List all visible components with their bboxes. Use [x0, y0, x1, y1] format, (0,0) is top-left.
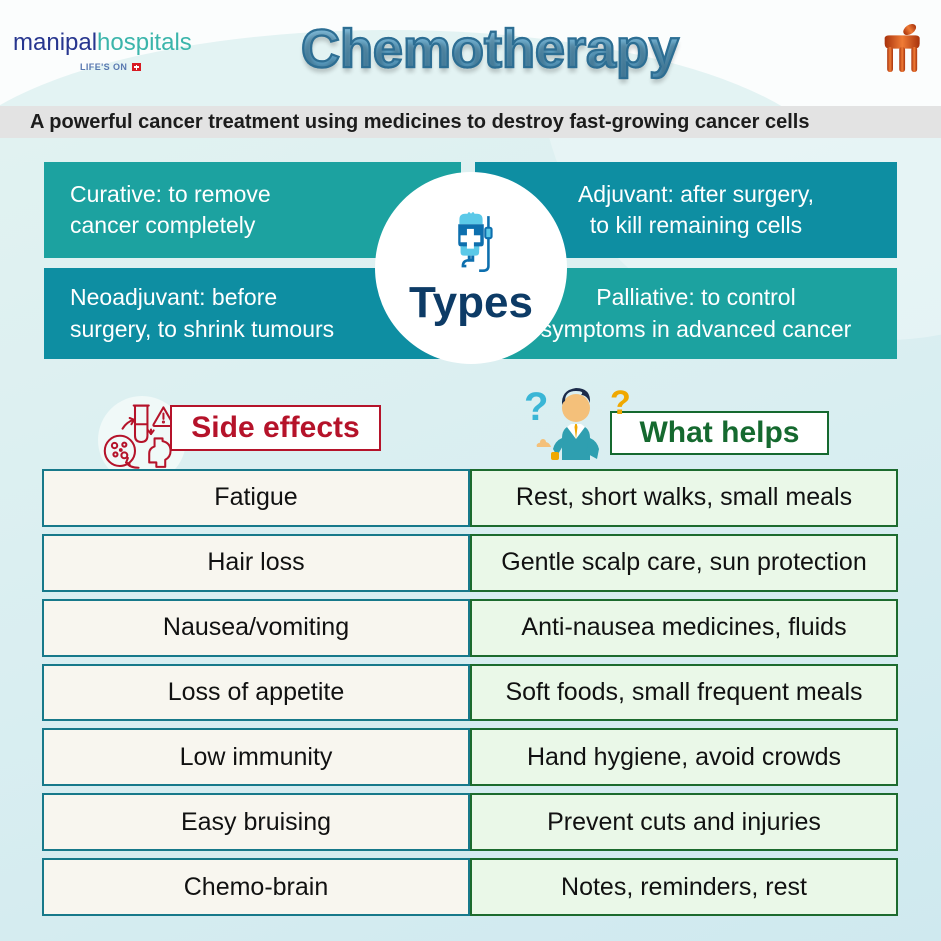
svg-text:?: ?	[610, 384, 630, 422]
svg-text:?: ?	[524, 385, 548, 429]
